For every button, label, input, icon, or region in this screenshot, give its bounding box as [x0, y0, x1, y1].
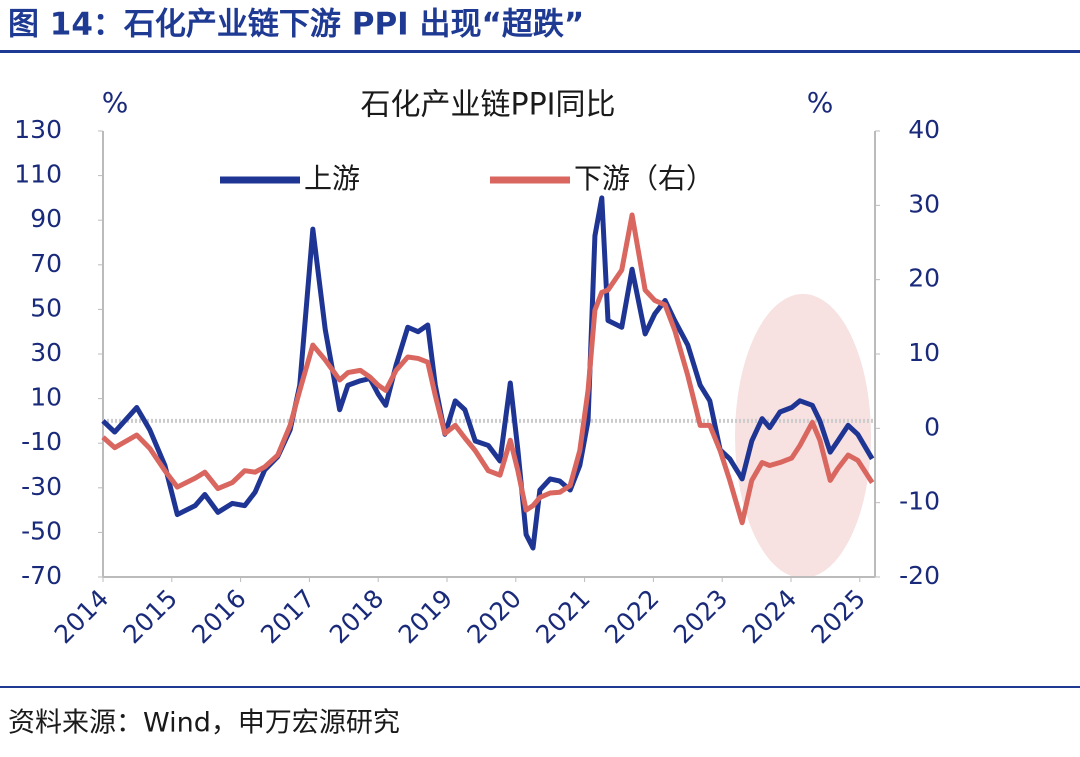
y-tick-label: 70 [30, 249, 62, 278]
x-tick-label: 2023 [668, 584, 733, 649]
legend-label: 上游 [304, 162, 360, 195]
x-tick-label: 2021 [530, 584, 595, 649]
y-axis-label: % [102, 86, 129, 119]
series-line [101, 212, 875, 526]
y-tick-label: 110 [14, 160, 62, 189]
footer-rule [0, 686, 1080, 688]
x-tick-label: 2016 [186, 584, 251, 649]
y2-tick-label: 40 [908, 115, 940, 144]
legend-label: 下游（右） [574, 162, 714, 195]
x-tick-label: 2024 [737, 584, 802, 649]
y2-axis-label: % [807, 86, 834, 119]
x-tick-label: 2014 [49, 584, 114, 649]
y-tick-label: -10 [21, 427, 62, 456]
y-tick-label: -30 [21, 472, 62, 501]
y-tick-label: 90 [30, 204, 62, 233]
x-tick-label: 2020 [461, 584, 526, 649]
x-tick-label: 2015 [117, 584, 182, 649]
source-note: 资料来源：Wind，申万宏源研究 [8, 708, 400, 739]
series-line [101, 195, 875, 551]
y-tick-label: 130 [14, 115, 62, 144]
y-tick-label: 30 [30, 338, 62, 367]
x-tick-label: 2022 [599, 584, 664, 649]
x-tick-label: 2018 [324, 584, 389, 649]
y-tick-label: 50 [30, 293, 62, 322]
figure-title: 图 14：石化产业链下游 PPI 出现“超跌” [8, 7, 584, 43]
y-tick-label: 10 [30, 383, 62, 412]
y2-tick-label: -10 [899, 487, 940, 516]
y2-tick-label: 30 [908, 189, 940, 218]
y-tick-label: -50 [21, 516, 62, 545]
x-tick-label: 2025 [805, 584, 870, 649]
y2-tick-label: 10 [908, 338, 940, 367]
header-rule [0, 50, 1080, 53]
x-tick-label: 2019 [393, 584, 458, 649]
y-tick-label: -70 [21, 561, 62, 590]
y2-tick-label: 0 [924, 412, 940, 441]
y2-tick-label: -20 [899, 561, 940, 590]
chart-title: 石化产业链PPI同比 [360, 88, 615, 123]
x-tick-label: 2017 [255, 584, 320, 649]
y2-tick-label: 20 [908, 264, 940, 293]
